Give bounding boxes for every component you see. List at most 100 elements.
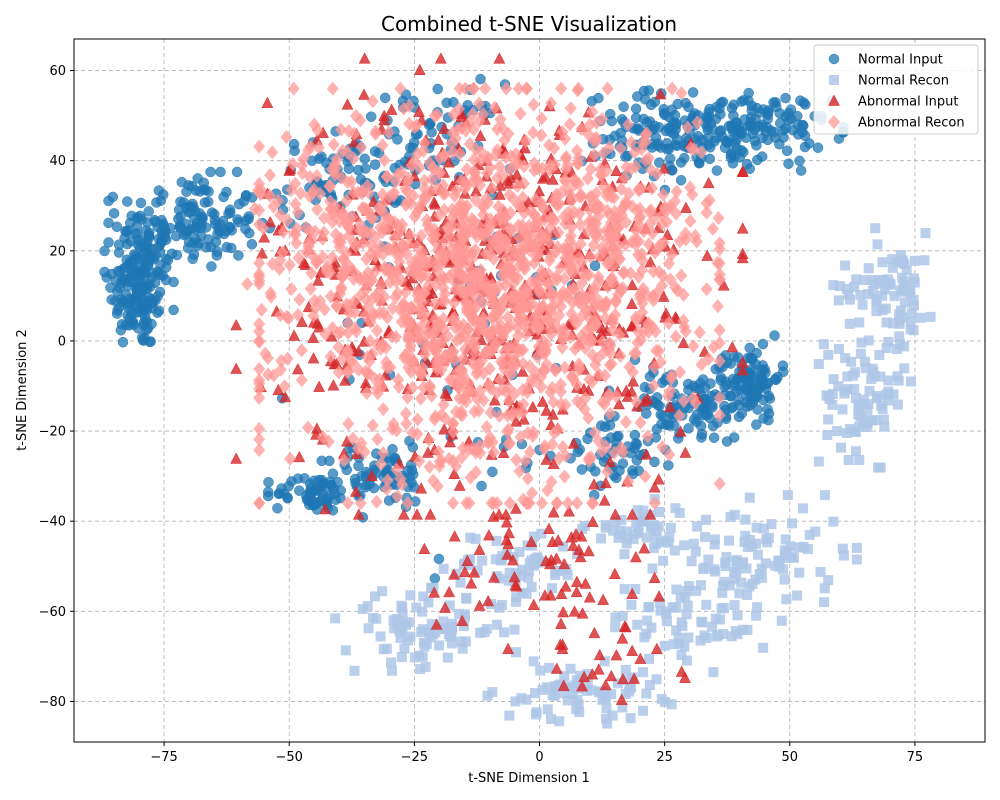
abnormal-recon-point [564, 260, 577, 275]
abnormal-recon-point [662, 388, 675, 403]
abnormal-recon-point [684, 141, 697, 156]
normal-input-point [708, 432, 720, 443]
normal-recon-point [864, 385, 875, 396]
abnormal-recon-point [563, 210, 576, 225]
normal-recon-point [491, 536, 502, 547]
normal-recon-point [810, 526, 821, 537]
normal-recon-point [823, 349, 834, 360]
normal-input-point [663, 111, 674, 123]
abnormal-recon-point [462, 322, 475, 337]
abnormal-recon-point [386, 301, 399, 316]
normal-recon-point [842, 371, 853, 382]
normal-recon-point [739, 536, 750, 547]
normal-recon-point [669, 545, 680, 556]
abnormal-recon-point [618, 199, 631, 214]
abnormal-recon-point [588, 147, 601, 162]
normal-recon-point [804, 529, 815, 540]
normal-recon-point [375, 631, 386, 642]
normal-recon-point [499, 627, 510, 638]
abnormal-recon-point [557, 324, 570, 339]
normal-recon-point [641, 628, 652, 639]
normal-recon-point [883, 395, 894, 406]
abnormal-recon-point [547, 394, 560, 409]
normal-recon-point [676, 649, 687, 660]
normal-input-point [631, 439, 642, 450]
normal-recon-point [641, 532, 652, 543]
abnormal-recon-point [415, 367, 428, 382]
abnormal-input-point [640, 448, 653, 460]
abnormal-recon-point [253, 496, 266, 511]
normal-recon-point [744, 581, 755, 592]
abnormal-recon-point [336, 143, 349, 158]
legend: Normal Input Normal Recon Abnormal Input Ab… [813, 44, 979, 135]
abnormal-recon-point [633, 211, 646, 226]
normal-recon-point [781, 552, 792, 563]
normal-recon-point [681, 586, 692, 597]
abnormal-recon-point [453, 146, 466, 161]
normal-input-point [780, 92, 791, 104]
abnormal-recon-point [628, 346, 641, 361]
normal-recon-point [371, 613, 382, 624]
abnormal-recon-point [352, 362, 365, 377]
normal-input-point [183, 180, 194, 191]
abnormal-recon-point [511, 179, 524, 194]
abnormal-recon-point [558, 271, 571, 286]
abnormal-recon-point [347, 151, 360, 166]
abnormal-recon-point [354, 496, 367, 511]
abnormal-recon-point [418, 173, 431, 188]
abnormal-recon-point [323, 179, 336, 194]
abnormal-input-point [619, 620, 632, 633]
normal-input-point [797, 126, 808, 138]
abnormal-input-point [550, 662, 563, 674]
normal-input-point [151, 197, 162, 208]
abnormal-recon-point [466, 385, 479, 400]
normal-recon-point [779, 574, 790, 585]
abnormal-recon-point [381, 473, 394, 488]
abnormal-recon-point [632, 183, 645, 198]
abnormal-input-point [307, 331, 320, 343]
normal-input-point [194, 208, 205, 219]
normal-input-point [675, 157, 687, 168]
normal-recon-point [766, 519, 777, 530]
abnormal-recon-point [281, 213, 294, 228]
abnormal-recon-point [314, 186, 327, 201]
abnormal-input-point [434, 52, 447, 64]
abnormal-recon-point [647, 264, 660, 279]
normal-input-point [145, 336, 156, 347]
abnormal-recon-point [449, 131, 462, 146]
abnormal-recon-point [447, 496, 460, 511]
abnormal-recon-point [467, 311, 480, 326]
abnormal-recon-point [241, 276, 254, 291]
abnormal-recon-point [600, 163, 613, 178]
normal-recon-point [819, 583, 830, 594]
normal-recon-point [881, 317, 892, 328]
normal-recon-point [644, 679, 655, 690]
abnormal-recon-point [369, 126, 382, 141]
normal-recon-point [445, 631, 456, 642]
x-axis-ticks: −75 −50 −25 0 25 50 75 [150, 742, 923, 765]
abnormal-recon-point [366, 94, 379, 109]
normal-input-point [426, 127, 437, 138]
abnormal-recon-point [316, 231, 329, 246]
normal-recon-point [782, 490, 793, 501]
normal-recon-point [908, 295, 919, 306]
abnormal-recon-point [656, 440, 669, 455]
normal-input-point [148, 253, 159, 265]
abnormal-input-point [726, 340, 739, 353]
abnormal-recon-point [687, 339, 700, 354]
abnormal-recon-point [489, 338, 502, 353]
abnormal-recon-point [649, 324, 662, 339]
abnormal-recon-point [464, 263, 477, 278]
abnormal-input-point [625, 320, 638, 332]
normal-input-point [329, 488, 340, 500]
abnormal-recon-point [460, 162, 473, 177]
normal-recon-point [844, 294, 855, 305]
normal-recon-point [504, 567, 515, 578]
normal-recon-point [651, 674, 662, 685]
abnormal-recon-point [366, 418, 379, 433]
abnormal-recon-point [467, 81, 480, 96]
abnormal-recon-point [591, 197, 604, 212]
abnormal-recon-point [496, 382, 509, 397]
normal-recon-point [905, 316, 916, 327]
abnormal-recon-point [465, 212, 478, 227]
